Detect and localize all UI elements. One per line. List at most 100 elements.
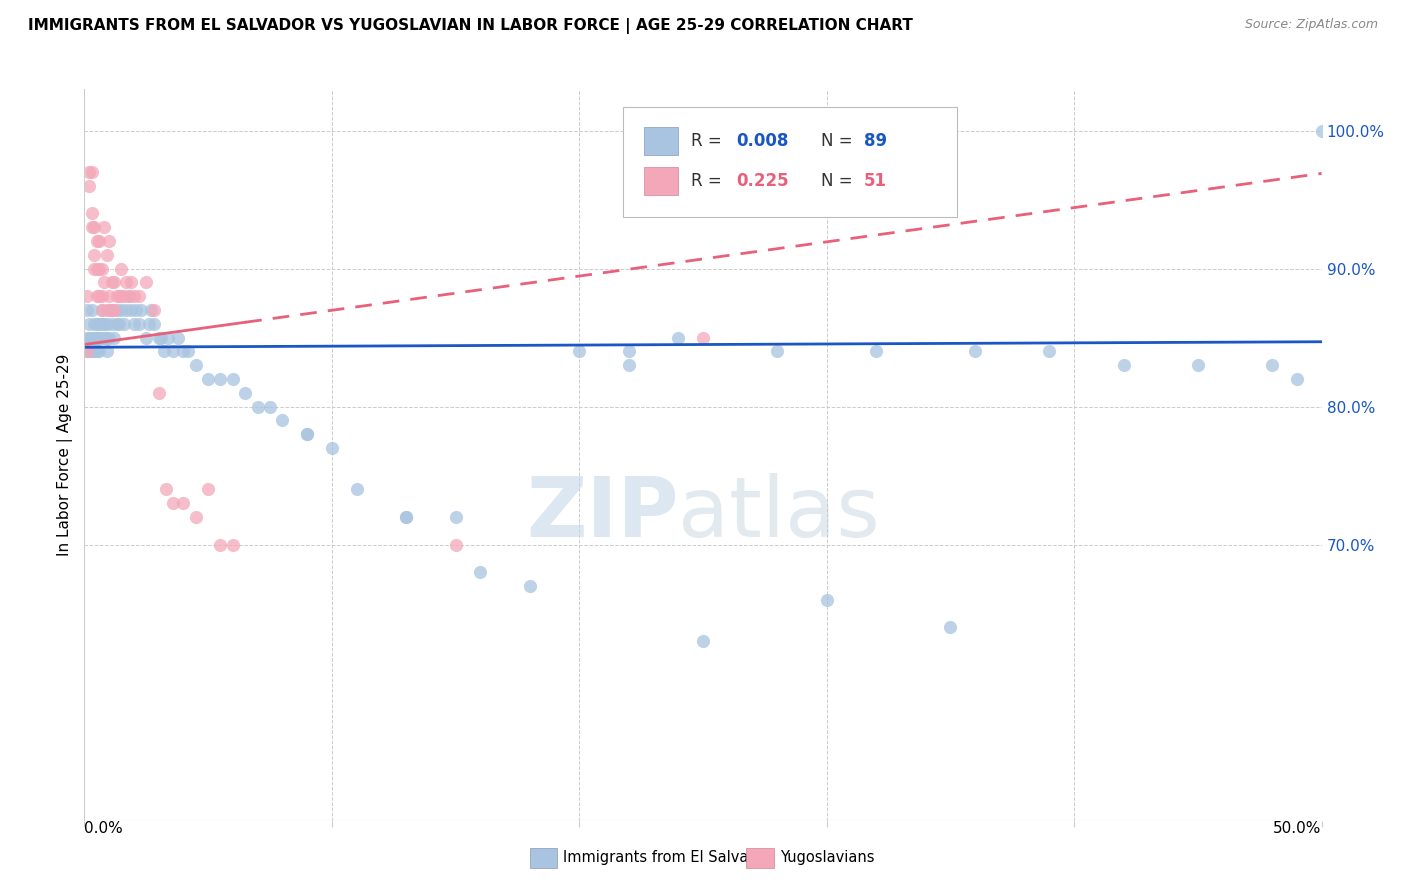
Text: 0.225: 0.225: [737, 172, 789, 190]
Point: [79, 344, 101, 359]
Text: 89: 89: [863, 132, 887, 150]
Point: [617, 344, 640, 359]
Point: [155, 483, 177, 497]
Point: [197, 372, 219, 386]
Bar: [644, 128, 678, 155]
Point: [259, 400, 281, 414]
Point: [112, 317, 135, 331]
Point: [172, 344, 194, 359]
Point: [197, 483, 219, 497]
Point: [395, 510, 418, 524]
Point: [120, 303, 142, 318]
Point: [93, 317, 115, 331]
Point: [103, 276, 125, 290]
Point: [80, 344, 103, 359]
Point: [86, 344, 108, 359]
Point: [1310, 123, 1333, 137]
Point: [89, 234, 111, 248]
Point: [965, 344, 987, 359]
Y-axis label: In Labor Force | Age 25-29: In Labor Force | Age 25-29: [58, 354, 73, 556]
Point: [1187, 358, 1209, 372]
Text: 0.008: 0.008: [737, 132, 789, 150]
Point: [105, 317, 128, 331]
Point: [295, 427, 318, 442]
Point: [90, 330, 112, 344]
Point: [233, 385, 256, 400]
Point: [568, 344, 591, 359]
Point: [98, 234, 121, 248]
Text: Yugoslavians: Yugoslavians: [780, 850, 875, 865]
Text: IMMIGRANTS FROM EL SALVADOR VS YUGOSLAVIAN IN LABOR FORCE | AGE 25-29 CORRELATIO: IMMIGRANTS FROM EL SALVADOR VS YUGOSLAVI…: [28, 18, 912, 34]
Point: [692, 634, 714, 648]
Point: [83, 344, 105, 359]
Text: 0.0%: 0.0%: [84, 821, 124, 836]
Point: [128, 289, 150, 303]
Point: [100, 303, 122, 318]
Point: [112, 289, 135, 303]
Point: [162, 496, 184, 510]
Point: [177, 344, 200, 359]
Point: [86, 330, 108, 344]
Point: [103, 303, 125, 318]
Point: [80, 330, 103, 344]
Point: [90, 317, 112, 331]
Point: [83, 261, 105, 276]
Point: [519, 579, 541, 593]
Point: [346, 483, 368, 497]
Point: [128, 317, 150, 331]
Point: [271, 413, 294, 427]
Point: [76, 330, 98, 344]
Point: [815, 592, 838, 607]
Point: [86, 289, 108, 303]
Point: [395, 510, 418, 524]
Point: [470, 566, 492, 580]
Bar: [644, 168, 678, 195]
Point: [209, 538, 232, 552]
Point: [96, 330, 118, 344]
Point: [135, 276, 157, 290]
Point: [122, 289, 145, 303]
Point: [118, 289, 141, 303]
Point: [80, 303, 103, 318]
Point: [148, 385, 170, 400]
Point: [1038, 344, 1060, 359]
Point: [1261, 358, 1284, 372]
Point: [100, 276, 122, 290]
Point: [98, 303, 121, 318]
Point: [167, 330, 190, 344]
Point: [444, 510, 467, 524]
Point: [142, 303, 165, 318]
Point: [125, 303, 148, 318]
Point: [692, 330, 714, 344]
Point: [90, 303, 112, 318]
Point: [172, 496, 194, 510]
Point: [86, 330, 108, 344]
Point: [89, 289, 111, 303]
Point: [90, 303, 112, 318]
Point: [110, 289, 132, 303]
Point: [98, 330, 121, 344]
Point: [76, 303, 98, 318]
Point: [115, 276, 138, 290]
Point: [939, 620, 962, 634]
Point: [122, 317, 145, 331]
Point: [89, 330, 111, 344]
Point: [150, 330, 173, 344]
Text: ZIP: ZIP: [526, 473, 678, 554]
Point: [152, 344, 174, 359]
Point: [135, 330, 157, 344]
Point: [79, 165, 101, 179]
Text: N =: N =: [821, 172, 858, 190]
Point: [444, 538, 467, 552]
Point: [246, 400, 269, 414]
Point: [96, 303, 118, 318]
Point: [86, 317, 108, 331]
Point: [222, 372, 245, 386]
Text: Source: ZipAtlas.com: Source: ZipAtlas.com: [1244, 18, 1378, 31]
Point: [105, 289, 128, 303]
Point: [105, 303, 128, 318]
Point: [110, 303, 132, 318]
Point: [93, 220, 115, 235]
Point: [96, 248, 118, 262]
Bar: [747, 847, 773, 868]
